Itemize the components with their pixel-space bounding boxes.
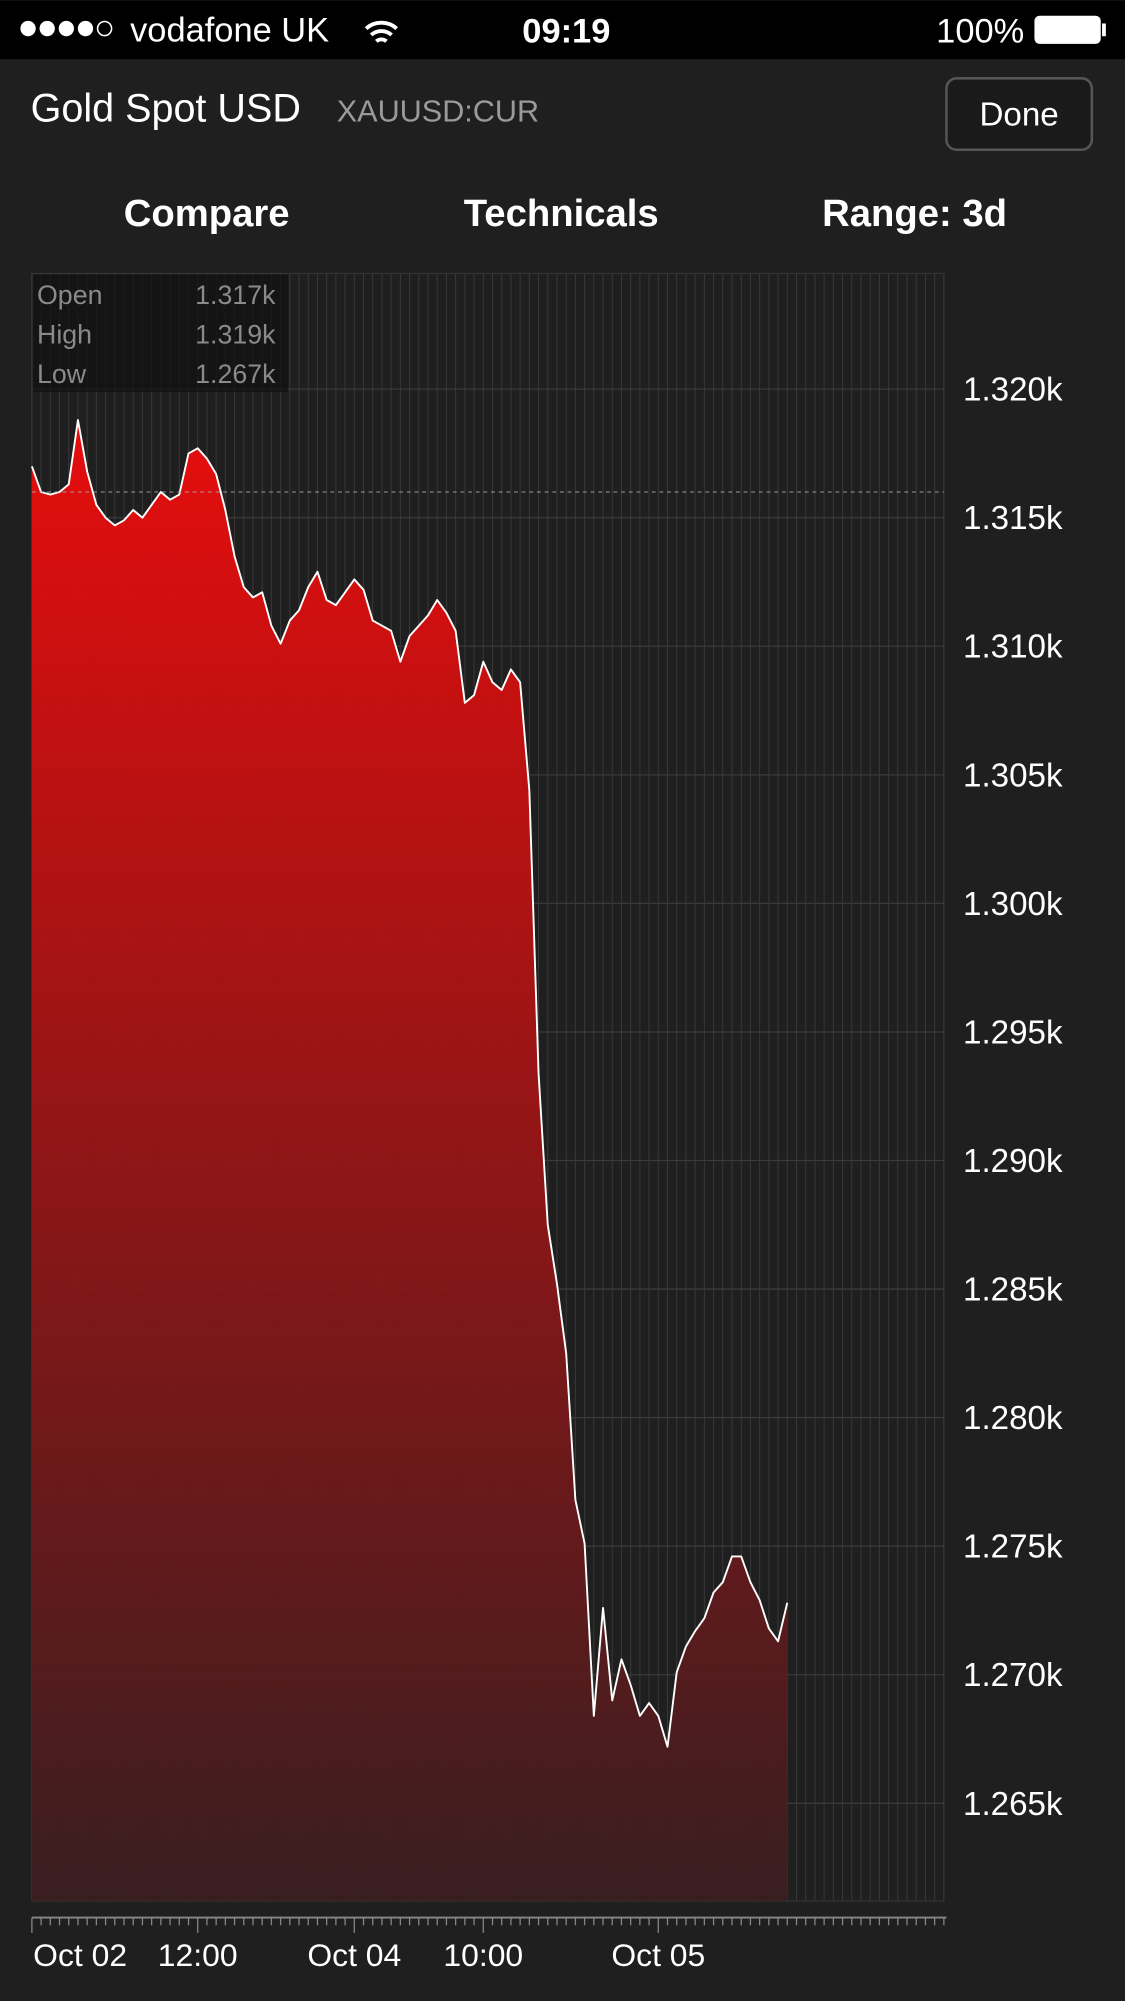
y-tick-label: 1.285k [963,1272,1063,1309]
status-bar [0,0,1125,60]
y-tick-label: 1.270k [963,1657,1063,1694]
y-tick-label: 1.280k [963,1400,1063,1437]
x-axis-labels: Oct 02 12:00 Oct 04 10:00 Oct 05 [31,1917,945,1973]
tab[interactable]: Range: 3d [822,192,1007,235]
y-axis-labels: 1.265k 1.270k 1.275k 1.280k 1.285k 1.290k 1.29… [963,372,1063,1823]
stats-box [33,274,289,393]
y-tick-label: 1.295k [963,1014,1063,1051]
battery-text: 100% [936,13,1024,51]
area [31,420,788,1902]
carrier: vodafone UK [130,11,329,49]
plot [30,419,944,1902]
x-tick-label: Oct 02 [33,1937,127,1973]
stat-value: 1.317k [195,280,276,310]
tab[interactable]: Compare [124,192,290,235]
title: Gold Spot USD [31,87,301,131]
price-line [30,419,789,1748]
done-label[interactable]: Done [979,97,1058,134]
stat-label: Low [37,359,87,389]
y-tick-label: 1.310k [963,629,1063,666]
symbol: XAUUSD:CUR [337,95,539,129]
y-tick-label: 1.300k [963,886,1063,923]
wifi [364,20,398,43]
y-tick-label: 1.320k [963,372,1063,409]
done-button[interactable] [945,77,1094,152]
stat-value: 1.319k [195,320,276,350]
battery [1034,15,1101,44]
x-tick-label: Oct 04 [307,1937,401,1973]
stat-label: High [37,320,92,350]
stat-value: 1.267k [195,359,276,389]
x-tick-label: 10:00 [443,1937,523,1973]
x-tick-label: Oct 05 [611,1937,705,1973]
x-tick-label: 12:00 [158,1937,238,1973]
battery-tip [1102,23,1106,37]
stats: Open 1.317k High 1.319k Low 1.267k [37,280,276,389]
stat-label: Open [37,280,102,310]
y-tick-label: 1.315k [963,500,1063,537]
y-tick-label: 1.305k [963,757,1063,794]
y-tick-label: 1.265k [963,1786,1063,1823]
y-tick-label: 1.290k [963,1143,1063,1180]
y-tick-label: 1.275k [963,1529,1063,1566]
clock: 09:19 [522,13,610,51]
signal [20,20,113,37]
tab[interactable]: Technicals [464,192,659,235]
